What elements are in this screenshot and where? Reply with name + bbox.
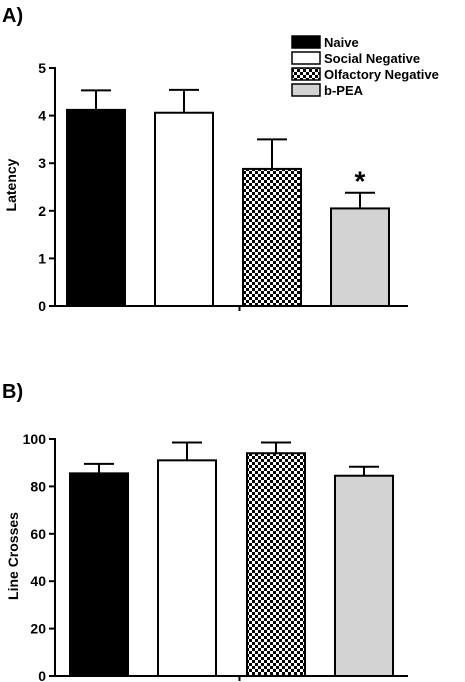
bar-b-olfactory-negative: [246, 452, 306, 677]
panel-label-b: B): [2, 381, 23, 403]
bar-a-naive: [66, 108, 126, 307]
legend-label-naive: Naive: [324, 35, 359, 50]
y-tick-label-a-4: 4: [38, 108, 46, 124]
y-tick-label-b-40: 40: [30, 573, 46, 589]
y-tick-label-a-2: 2: [38, 203, 46, 219]
panel-label-a: A): [2, 5, 23, 27]
legend-label-olfactory-negative: Olfactory Negative: [324, 67, 439, 82]
bar-a-b-pea: [330, 207, 390, 307]
y-tick-label-b-0: 0: [38, 668, 46, 682]
legend-label-social-negative: Social Negative: [324, 51, 420, 66]
legend-swatch-olfactory-negative: [291, 67, 321, 81]
y-axis-label-line-crosses: Line Crosses: [5, 512, 21, 600]
y-tick-label-b-60: 60: [30, 526, 46, 542]
legend-swatch-social-negative: [291, 51, 321, 65]
chart-latency: A) Latency * 0 1 2 3 4 5: [2, 5, 408, 314]
y-tick-label-a-0: 0: [38, 298, 46, 314]
chart-line-crosses: B) Line Crosses 0 20 40 60 80 100: [2, 381, 408, 682]
bar-b-social-negative: [157, 459, 217, 677]
y-tick-label-a-3: 3: [38, 155, 46, 171]
y-tick-label-b-20: 20: [30, 621, 46, 637]
y-tick-label-b-80: 80: [30, 478, 46, 494]
y-tick-label-a-1: 1: [38, 250, 46, 266]
y-axis-label-latency: Latency: [3, 158, 19, 211]
y-tick-label-b-100: 100: [23, 431, 47, 447]
bar-b-b-pea: [334, 474, 394, 677]
bar-a-olfactory-negative: [242, 167, 302, 307]
y-tick-label-a-5: 5: [38, 60, 46, 76]
bar-b-naive: [69, 472, 129, 677]
significance-marker: *: [355, 166, 366, 197]
legend-swatch-naive: [291, 35, 321, 49]
bar-a-social-negative: [154, 111, 214, 307]
legend-label-b-pea: b-PEA: [324, 83, 364, 98]
legend-swatch-b-pea: [291, 83, 321, 97]
